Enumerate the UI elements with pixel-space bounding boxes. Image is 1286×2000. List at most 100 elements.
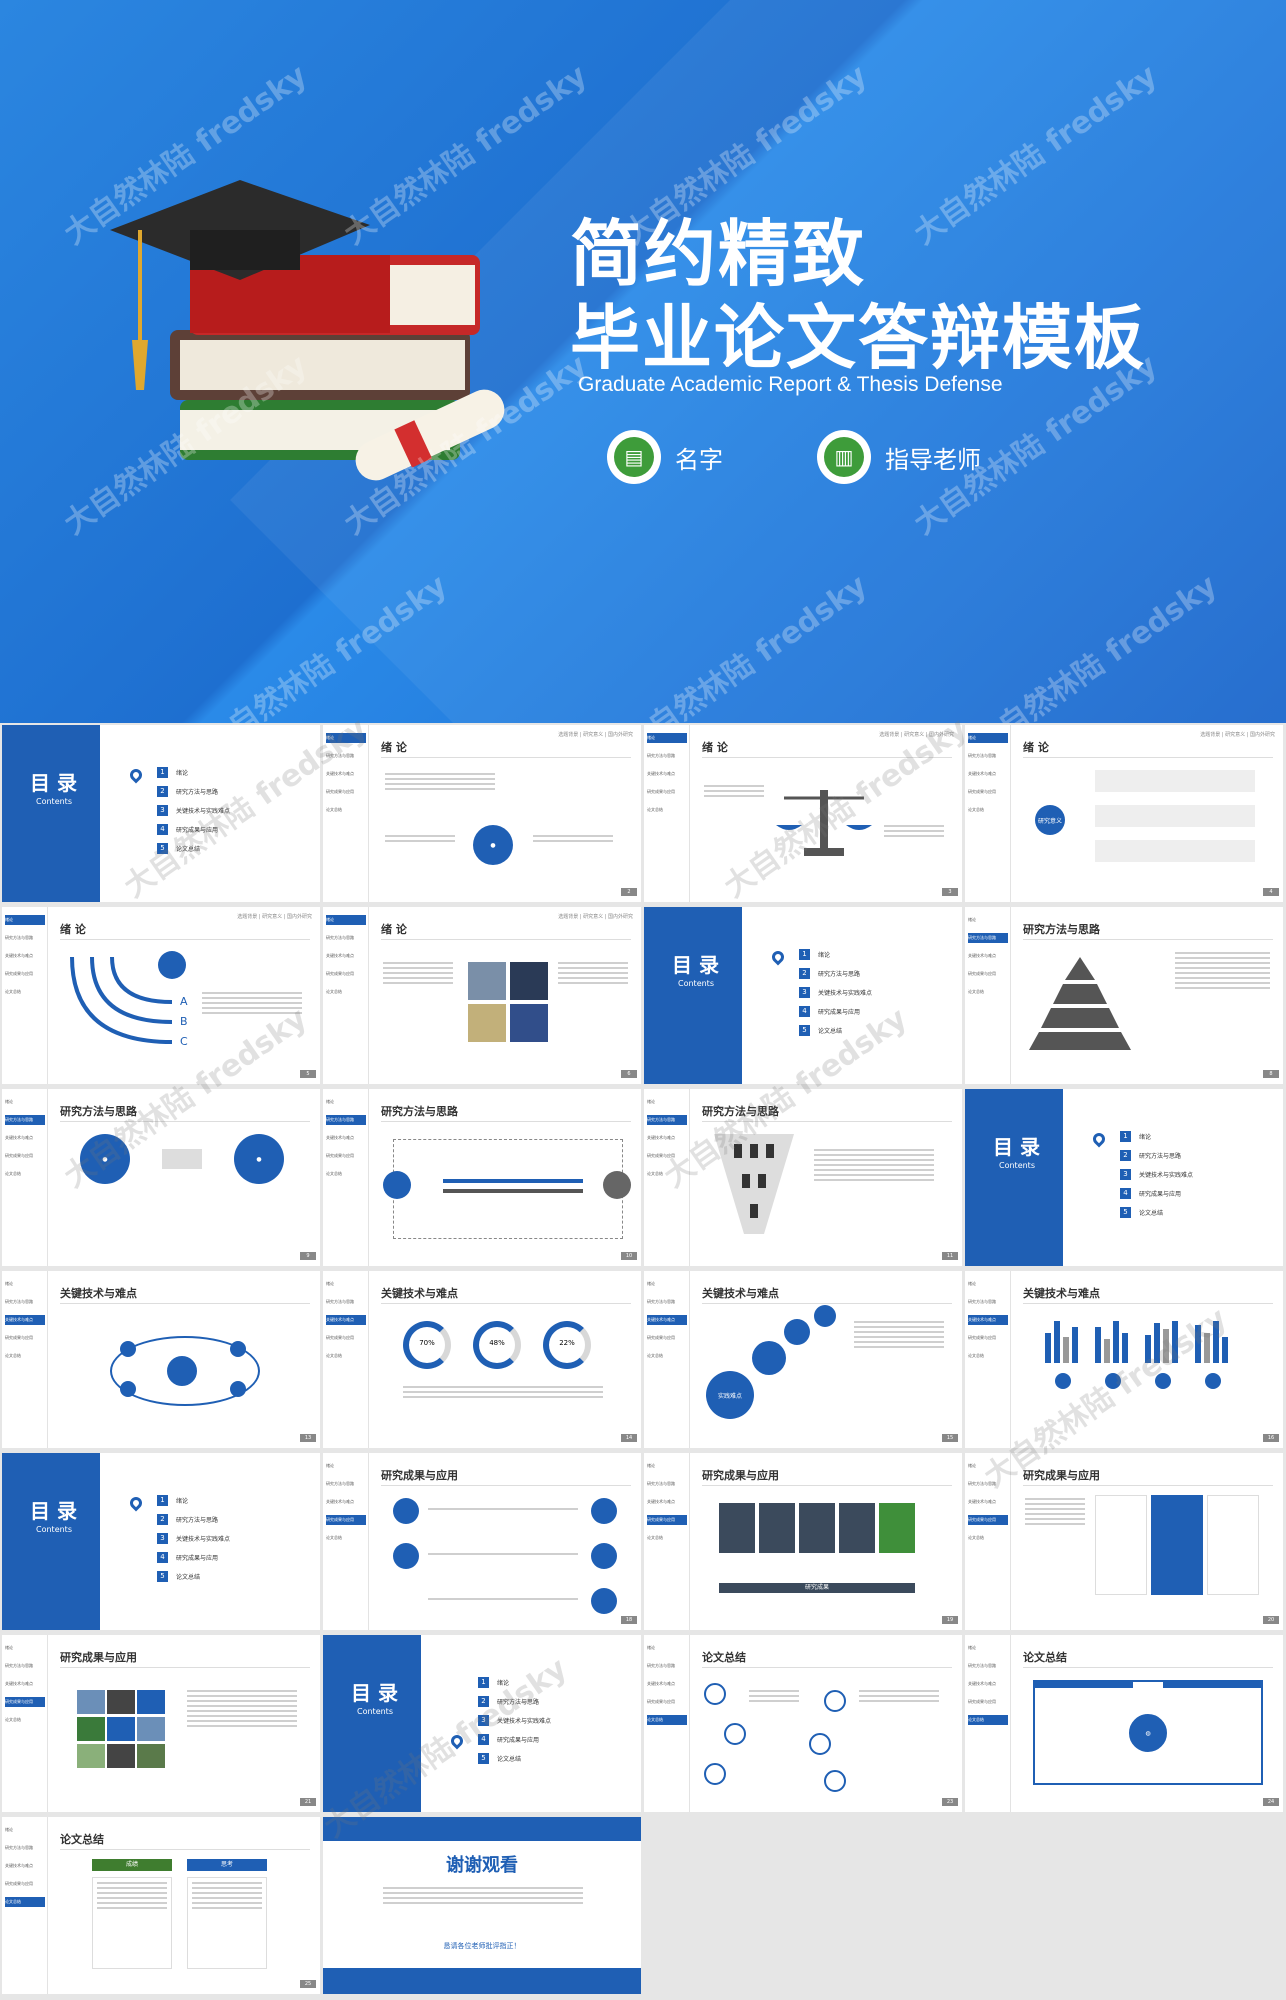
- slide-sidebar: 绪论 研究方法与思路 关键技术与难点 研究成果与应用 论文总结: [644, 725, 690, 902]
- toc-panel: 目 录 Contents: [2, 1453, 100, 1630]
- slide-title: 研究成果与应用: [1023, 1469, 1100, 1482]
- slide-thumb[interactable]: 绪论 研究方法与思路 关键技术与难点 研究成果与应用 论文总结 关键技术与难点 16: [965, 1271, 1283, 1448]
- slide-thumb[interactable]: 绪论 研究方法与思路 关键技术与难点 研究成果与应用 论文总结 研究成果与应用 21: [2, 1635, 320, 1812]
- slide-thumb[interactable]: 绪论 研究方法与思路 关键技术与难点 研究成果与应用 论文总结 研究方法与思路 11: [644, 1089, 962, 1266]
- toc-heading-en: Contents: [36, 797, 72, 806]
- slide-thumb-toc[interactable]: 目 录 Contents 1 绪论 2 研究方法与思路 3 关键技术与实践难点 4 研究…: [644, 907, 962, 1084]
- slide-thumb[interactable]: 绪论 研究方法与思路 关键技术与难点 研究成果与应用 论文总结 关键技术与难点 实践难点…: [644, 1271, 962, 1448]
- toc-panel: 目 录 Contents: [644, 907, 742, 1084]
- slide-thumb[interactable]: 绪论 研究方法与思路 关键技术与难点 研究成果与应用 论文总结 研究方法与思路 8: [965, 907, 1283, 1084]
- slide-sidebar: 绪论 研究方法与思路 关键技术与难点 研究成果与应用 论文总结: [323, 1271, 369, 1448]
- slide-thumb-toc[interactable]: 目 录 Contents 1 绪论 2 研究方法与思路 3 关键技术与实践难点 4 研究…: [2, 725, 320, 902]
- slide-title: 关键技术与难点: [702, 1287, 779, 1300]
- slide-sidebar: 绪论 研究方法与思路 关键技术与难点 研究成果与应用 论文总结: [965, 907, 1011, 1084]
- page-number: 4: [1263, 888, 1279, 896]
- slide-thumb[interactable]: 绪论 研究方法与思路 关键技术与难点 研究成果与应用 论文总结 论文总结 成绩 思考 2…: [2, 1817, 320, 1994]
- slide-sidebar: 绪论 研究方法与思路 关键技术与难点 研究成果与应用 论文总结: [323, 907, 369, 1084]
- page-number: 2: [621, 888, 637, 896]
- breadcrumb: 选题背景 | 研究意义 | 国内外研究: [879, 732, 954, 738]
- slide-title: 论文总结: [702, 1651, 746, 1664]
- slide-title: 绪 论: [1023, 741, 1049, 754]
- progress-ring: [473, 1321, 521, 1369]
- breadcrumb: 选题背景 | 研究意义 | 国内外研究: [558, 732, 633, 738]
- location-pin-icon: [769, 948, 787, 966]
- toc-item: 3 关键技术与实践难点: [157, 805, 230, 816]
- breadcrumb: 选题背景 | 研究意义 | 国内外研究: [1200, 732, 1275, 738]
- toc-panel: 目 录 Contents: [2, 725, 100, 902]
- slide-title: 关键技术与难点: [1023, 1287, 1100, 1300]
- cover-title-line1: 简约精致: [570, 212, 867, 296]
- toc-list: 1 绪论 2 研究方法与思路 3 关键技术与实践难点 4 研究成果与应用 5 论文总结: [478, 1677, 551, 1772]
- slide-sidebar: 绪论 研究方法与思路 关键技术与难点 研究成果与应用 论文总结: [2, 1089, 48, 1266]
- page-number: 18: [621, 1616, 637, 1624]
- slide-title: 研究方法与思路: [1023, 923, 1100, 936]
- location-pin-icon: [448, 1732, 466, 1750]
- label-b: B: [180, 1015, 188, 1028]
- slide-sidebar: 绪论 研究方法与思路 关键技术与难点 研究成果与应用 论文总结: [644, 1271, 690, 1448]
- toc-panel: 目 录 Contents: [965, 1089, 1063, 1266]
- advisor-chip: ▥ 指导老师: [817, 430, 981, 484]
- arrow-diagram: [70, 951, 186, 1044]
- slide-thumb-thanks[interactable]: 谢谢观看 恳请各位老师批评指正！: [323, 1817, 641, 1994]
- research-core-node: 研究意义: [1035, 805, 1065, 835]
- slide-thumb[interactable]: 绪论 研究方法与思路 关键技术与难点 研究成果与应用 论文总结 论文总结 23: [644, 1635, 962, 1812]
- slide-sidebar: 绪论 研究方法与思路 关键技术与难点 研究成果与应用 论文总结: [2, 1635, 48, 1812]
- slide-sidebar: 绪论 研究方法与思路 关键技术与难点 研究成果与应用 论文总结: [323, 725, 369, 902]
- slide-sidebar: 绪论 研究方法与思路 关键技术与难点 研究成果与应用 论文总结: [644, 1089, 690, 1266]
- slide-thumb[interactable]: 绪论 研究方法与思路 关键技术与难点 研究成果与应用 论文总结 关键技术与难点 70% …: [323, 1271, 641, 1448]
- toc-list: 1 绪论 2 研究方法与思路 3 关键技术与实践难点 4 研究成果与应用 5 论文总结: [157, 1495, 230, 1590]
- progress-ring: [403, 1321, 451, 1369]
- scale-icon: [776, 790, 872, 856]
- page-number: 15: [942, 1434, 958, 1442]
- slide-thumb-toc[interactable]: 目 录 Contents 1 绪论 2 研究方法与思路 3 关键技术与实践难点 4 研究…: [965, 1089, 1283, 1266]
- breadcrumb: 选题背景 | 研究意义 | 国内外研究: [558, 914, 633, 920]
- location-pin-icon: [1090, 1130, 1108, 1148]
- slide-thumb[interactable]: 绪论 研究方法与思路 关键技术与难点 研究成果与应用 论文总结 绪 论 选题背景 | 研…: [2, 907, 320, 1084]
- toc-item: 1 绪论: [157, 767, 230, 778]
- pyramid-graphic: [1029, 957, 1131, 1050]
- page-number: 14: [621, 1434, 637, 1442]
- slide-thumb[interactable]: 绪论 研究方法与思路 关键技术与难点 研究成果与应用 论文总结 论文总结 ◍ 24: [965, 1635, 1283, 1812]
- page-number: 24: [1263, 1798, 1279, 1806]
- page-number: 11: [942, 1252, 958, 1260]
- slide-thumb-toc[interactable]: 目 录 Contents 1 绪论 2 研究方法与思路 3 关键技术与实践难点 4 研究…: [323, 1635, 641, 1812]
- toc-item: 5 论文总结: [157, 843, 230, 854]
- slide-thumb[interactable]: 绪论 研究方法与思路 关键技术与难点 研究成果与应用 论文总结 研究方法与思路 10: [323, 1089, 641, 1266]
- page-number: 10: [621, 1252, 637, 1260]
- slide-title: 研究方法与思路: [381, 1105, 458, 1118]
- slide-thumb[interactable]: 绪论 研究方法与思路 关键技术与难点 研究成果与应用 论文总结 关键技术与难点 13: [2, 1271, 320, 1448]
- slide-sidebar: 绪论 研究方法与思路 关键技术与难点 研究成果与应用 论文总结: [2, 1271, 48, 1448]
- slide-sidebar: 绪论 研究方法与思路 关键技术与难点 研究成果与应用 论文总结: [644, 1635, 690, 1812]
- slide-thumb[interactable]: 绪论 研究方法与思路 关键技术与难点 研究成果与应用 论文总结 研究成果与应用 18: [323, 1453, 641, 1630]
- slide-thumb[interactable]: 绪论 研究方法与思路 关键技术与难点 研究成果与应用 论文总结 绪 论 选题背景 | 研…: [323, 907, 641, 1084]
- location-pin-icon: [127, 1494, 145, 1512]
- slide-thumb-toc[interactable]: 目 录 Contents 1 绪论 2 研究方法与思路 3 关键技术与实践难点 4 研究…: [2, 1453, 320, 1630]
- page-number: 25: [300, 1980, 316, 1988]
- advisor-label: 指导老师: [885, 445, 981, 474]
- diagram-node: ●: [234, 1134, 284, 1184]
- label-a: A: [180, 995, 188, 1008]
- slide-thumb[interactable]: 绪论 研究方法与思路 关键技术与难点 研究成果与应用 论文总结 绪 论 选题背景 | 研…: [323, 725, 641, 902]
- slide-title: 绪 论: [381, 741, 407, 754]
- slide-title: 绪 论: [381, 923, 407, 936]
- toc-heading: 目 录: [30, 771, 77, 795]
- name-label: 名字: [675, 445, 723, 474]
- funnel-graphic: [714, 1134, 794, 1234]
- slide-thumb[interactable]: 绪论 研究方法与思路 关键技术与难点 研究成果与应用 论文总结 绪 论 选题背景 | 研…: [644, 725, 962, 902]
- slide-thumb[interactable]: 绪论 研究方法与思路 关键技术与难点 研究成果与应用 论文总结 研究方法与思路 ● ● …: [2, 1089, 320, 1266]
- percent-label: 70%: [419, 1339, 435, 1347]
- slide-title: 研究成果与应用: [60, 1651, 137, 1664]
- slide-title: 论文总结: [1023, 1651, 1067, 1664]
- slide-title: 绪 论: [60, 923, 86, 936]
- results-bar: 研究成果: [719, 1583, 915, 1593]
- slide-title: 研究方法与思路: [60, 1105, 137, 1118]
- slide-thumb[interactable]: 绪论 研究方法与思路 关键技术与难点 研究成果与应用 论文总结 研究成果与应用 20: [965, 1453, 1283, 1630]
- slide-title: 研究成果与应用: [702, 1469, 779, 1482]
- page-number: 21: [300, 1798, 316, 1806]
- thanks-title: 谢谢观看: [446, 1855, 518, 1876]
- slide-thumb[interactable]: 绪论 研究方法与思路 关键技术与难点 研究成果与应用 论文总结 绪 论 选题背景 | 研…: [965, 725, 1283, 902]
- cover-subtitle: Graduate Academic Report & Thesis Defens…: [578, 373, 1003, 396]
- slide-thumb[interactable]: 绪论 研究方法与思路 关键技术与难点 研究成果与应用 论文总结 研究成果与应用 研究成果…: [644, 1453, 962, 1630]
- progress-ring: [543, 1321, 591, 1369]
- toc-item: 2 研究方法与思路: [157, 786, 230, 797]
